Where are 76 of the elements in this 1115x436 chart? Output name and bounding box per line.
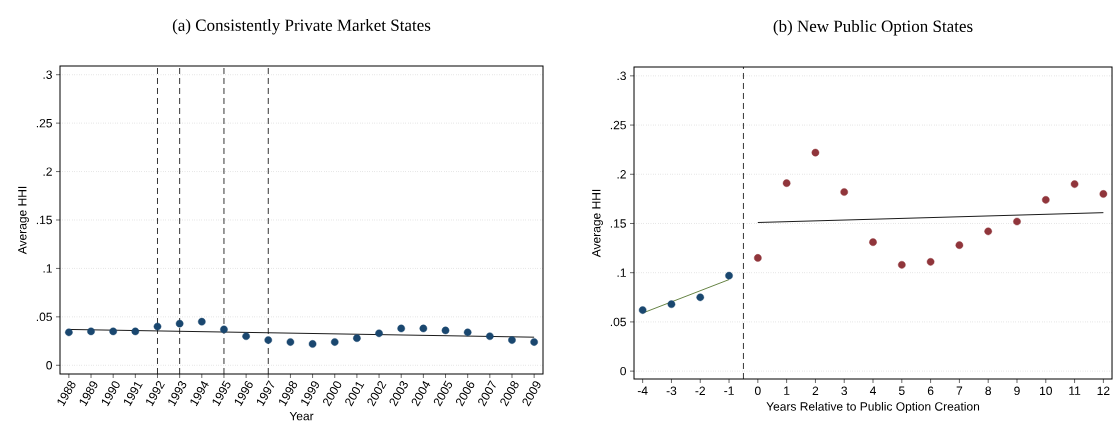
point xyxy=(1041,196,1050,204)
point xyxy=(463,328,472,337)
point xyxy=(984,227,992,236)
point xyxy=(264,336,273,344)
point xyxy=(530,338,538,346)
x-tick-label: 11 xyxy=(1069,386,1081,395)
point xyxy=(486,332,494,341)
x-tick-label: -1 xyxy=(724,386,734,395)
point xyxy=(65,328,73,337)
point xyxy=(508,336,516,344)
point xyxy=(898,261,906,269)
point xyxy=(811,148,820,157)
x-tick-label: -2 xyxy=(695,386,705,395)
x-tick-label: -3 xyxy=(666,386,677,396)
point xyxy=(375,329,383,338)
point xyxy=(696,293,705,302)
x-tick-label: 7 xyxy=(956,386,963,395)
point xyxy=(782,179,791,187)
y-tick-label: .3 xyxy=(617,71,626,81)
y-tick-label: .05 xyxy=(36,312,52,322)
point xyxy=(667,300,676,308)
y-tick-label: .2 xyxy=(43,167,52,176)
point xyxy=(397,324,406,333)
point xyxy=(419,324,428,333)
y-tick-label: .15 xyxy=(610,219,626,228)
point xyxy=(330,338,339,346)
point xyxy=(754,254,762,262)
x-tick-label: 12 xyxy=(1097,386,1110,395)
y-tick-label: .25 xyxy=(610,120,626,130)
chart-title: (a) Consistently Private Market States xyxy=(172,19,431,35)
point xyxy=(198,317,206,326)
point xyxy=(441,326,450,335)
point xyxy=(242,332,250,341)
y-tick-label: .05 xyxy=(610,317,626,327)
point xyxy=(353,334,361,342)
point xyxy=(87,327,95,336)
y-tick-label: 0 xyxy=(620,366,627,376)
x-tick-label: 9 xyxy=(1014,386,1020,396)
point xyxy=(725,271,733,280)
point xyxy=(286,338,295,346)
y-tick-label: .2 xyxy=(617,170,626,179)
point xyxy=(926,258,935,266)
point xyxy=(175,319,184,328)
x-tick-label: 5 xyxy=(898,386,905,395)
y-tick-label: .1 xyxy=(617,268,626,277)
x-axis-title: Year xyxy=(289,411,314,421)
point xyxy=(131,327,140,336)
x-axis-title: Years Relative to Public Option Creation xyxy=(766,401,980,414)
chart-title: (b) New Public Option States xyxy=(773,20,973,36)
x-tick-label: 3 xyxy=(841,386,848,396)
y-axis-title: Average HHI xyxy=(18,186,29,255)
point xyxy=(1099,190,1108,198)
y-tick-label: .15 xyxy=(36,215,52,225)
x-tick-label: 1 xyxy=(784,386,790,395)
y-tick-label: .25 xyxy=(36,118,52,128)
y-tick-label: 0 xyxy=(46,361,53,370)
point xyxy=(638,306,647,314)
y-tick-label: .3 xyxy=(43,70,52,79)
point xyxy=(109,327,117,336)
x-tick-label: 8 xyxy=(985,386,992,396)
point xyxy=(840,188,849,196)
x-tick-label: 10 xyxy=(1040,386,1052,396)
point xyxy=(308,340,317,348)
point xyxy=(220,325,228,334)
point xyxy=(153,322,162,331)
x-tick-label: 0 xyxy=(754,386,761,396)
x-tick-label: -4 xyxy=(637,386,648,395)
y-axis-title: Average HHI xyxy=(592,189,603,258)
y-tick-label: .1 xyxy=(43,264,52,273)
x-tick-label: 4 xyxy=(869,386,876,395)
point xyxy=(1013,217,1021,226)
point xyxy=(869,238,877,246)
x-tick-label: 6 xyxy=(927,386,934,396)
point xyxy=(955,241,964,249)
x-tick-label: 2 xyxy=(812,386,819,395)
point xyxy=(1070,180,1079,188)
